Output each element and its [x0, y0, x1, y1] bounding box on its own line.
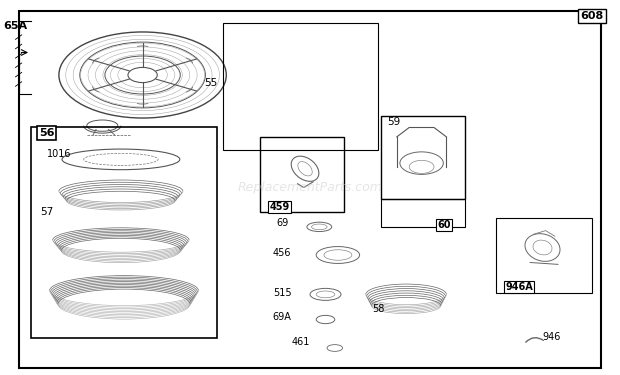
Text: 59: 59 — [388, 117, 401, 127]
Text: 69A: 69A — [273, 312, 291, 322]
Text: 608: 608 — [580, 11, 604, 21]
Text: 55: 55 — [205, 78, 218, 87]
Text: 65A: 65A — [3, 21, 27, 31]
Bar — [381, 116, 465, 199]
Bar — [496, 217, 592, 292]
Bar — [260, 137, 344, 212]
Text: 946: 946 — [542, 333, 561, 342]
Text: 58: 58 — [372, 304, 384, 314]
Text: 459: 459 — [270, 202, 290, 212]
Text: 69: 69 — [276, 218, 288, 228]
Text: 1016: 1016 — [46, 149, 71, 159]
Text: 56: 56 — [38, 128, 55, 138]
Text: 515: 515 — [273, 288, 291, 297]
Text: 60: 60 — [437, 220, 451, 230]
Bar — [31, 128, 217, 338]
Text: 57: 57 — [40, 207, 53, 217]
Text: 946A: 946A — [505, 282, 533, 292]
Text: 461: 461 — [291, 337, 310, 347]
Bar — [223, 22, 378, 150]
Bar — [381, 199, 465, 227]
Text: ReplacementParts.com: ReplacementParts.com — [237, 181, 383, 194]
Text: 456: 456 — [273, 248, 291, 258]
